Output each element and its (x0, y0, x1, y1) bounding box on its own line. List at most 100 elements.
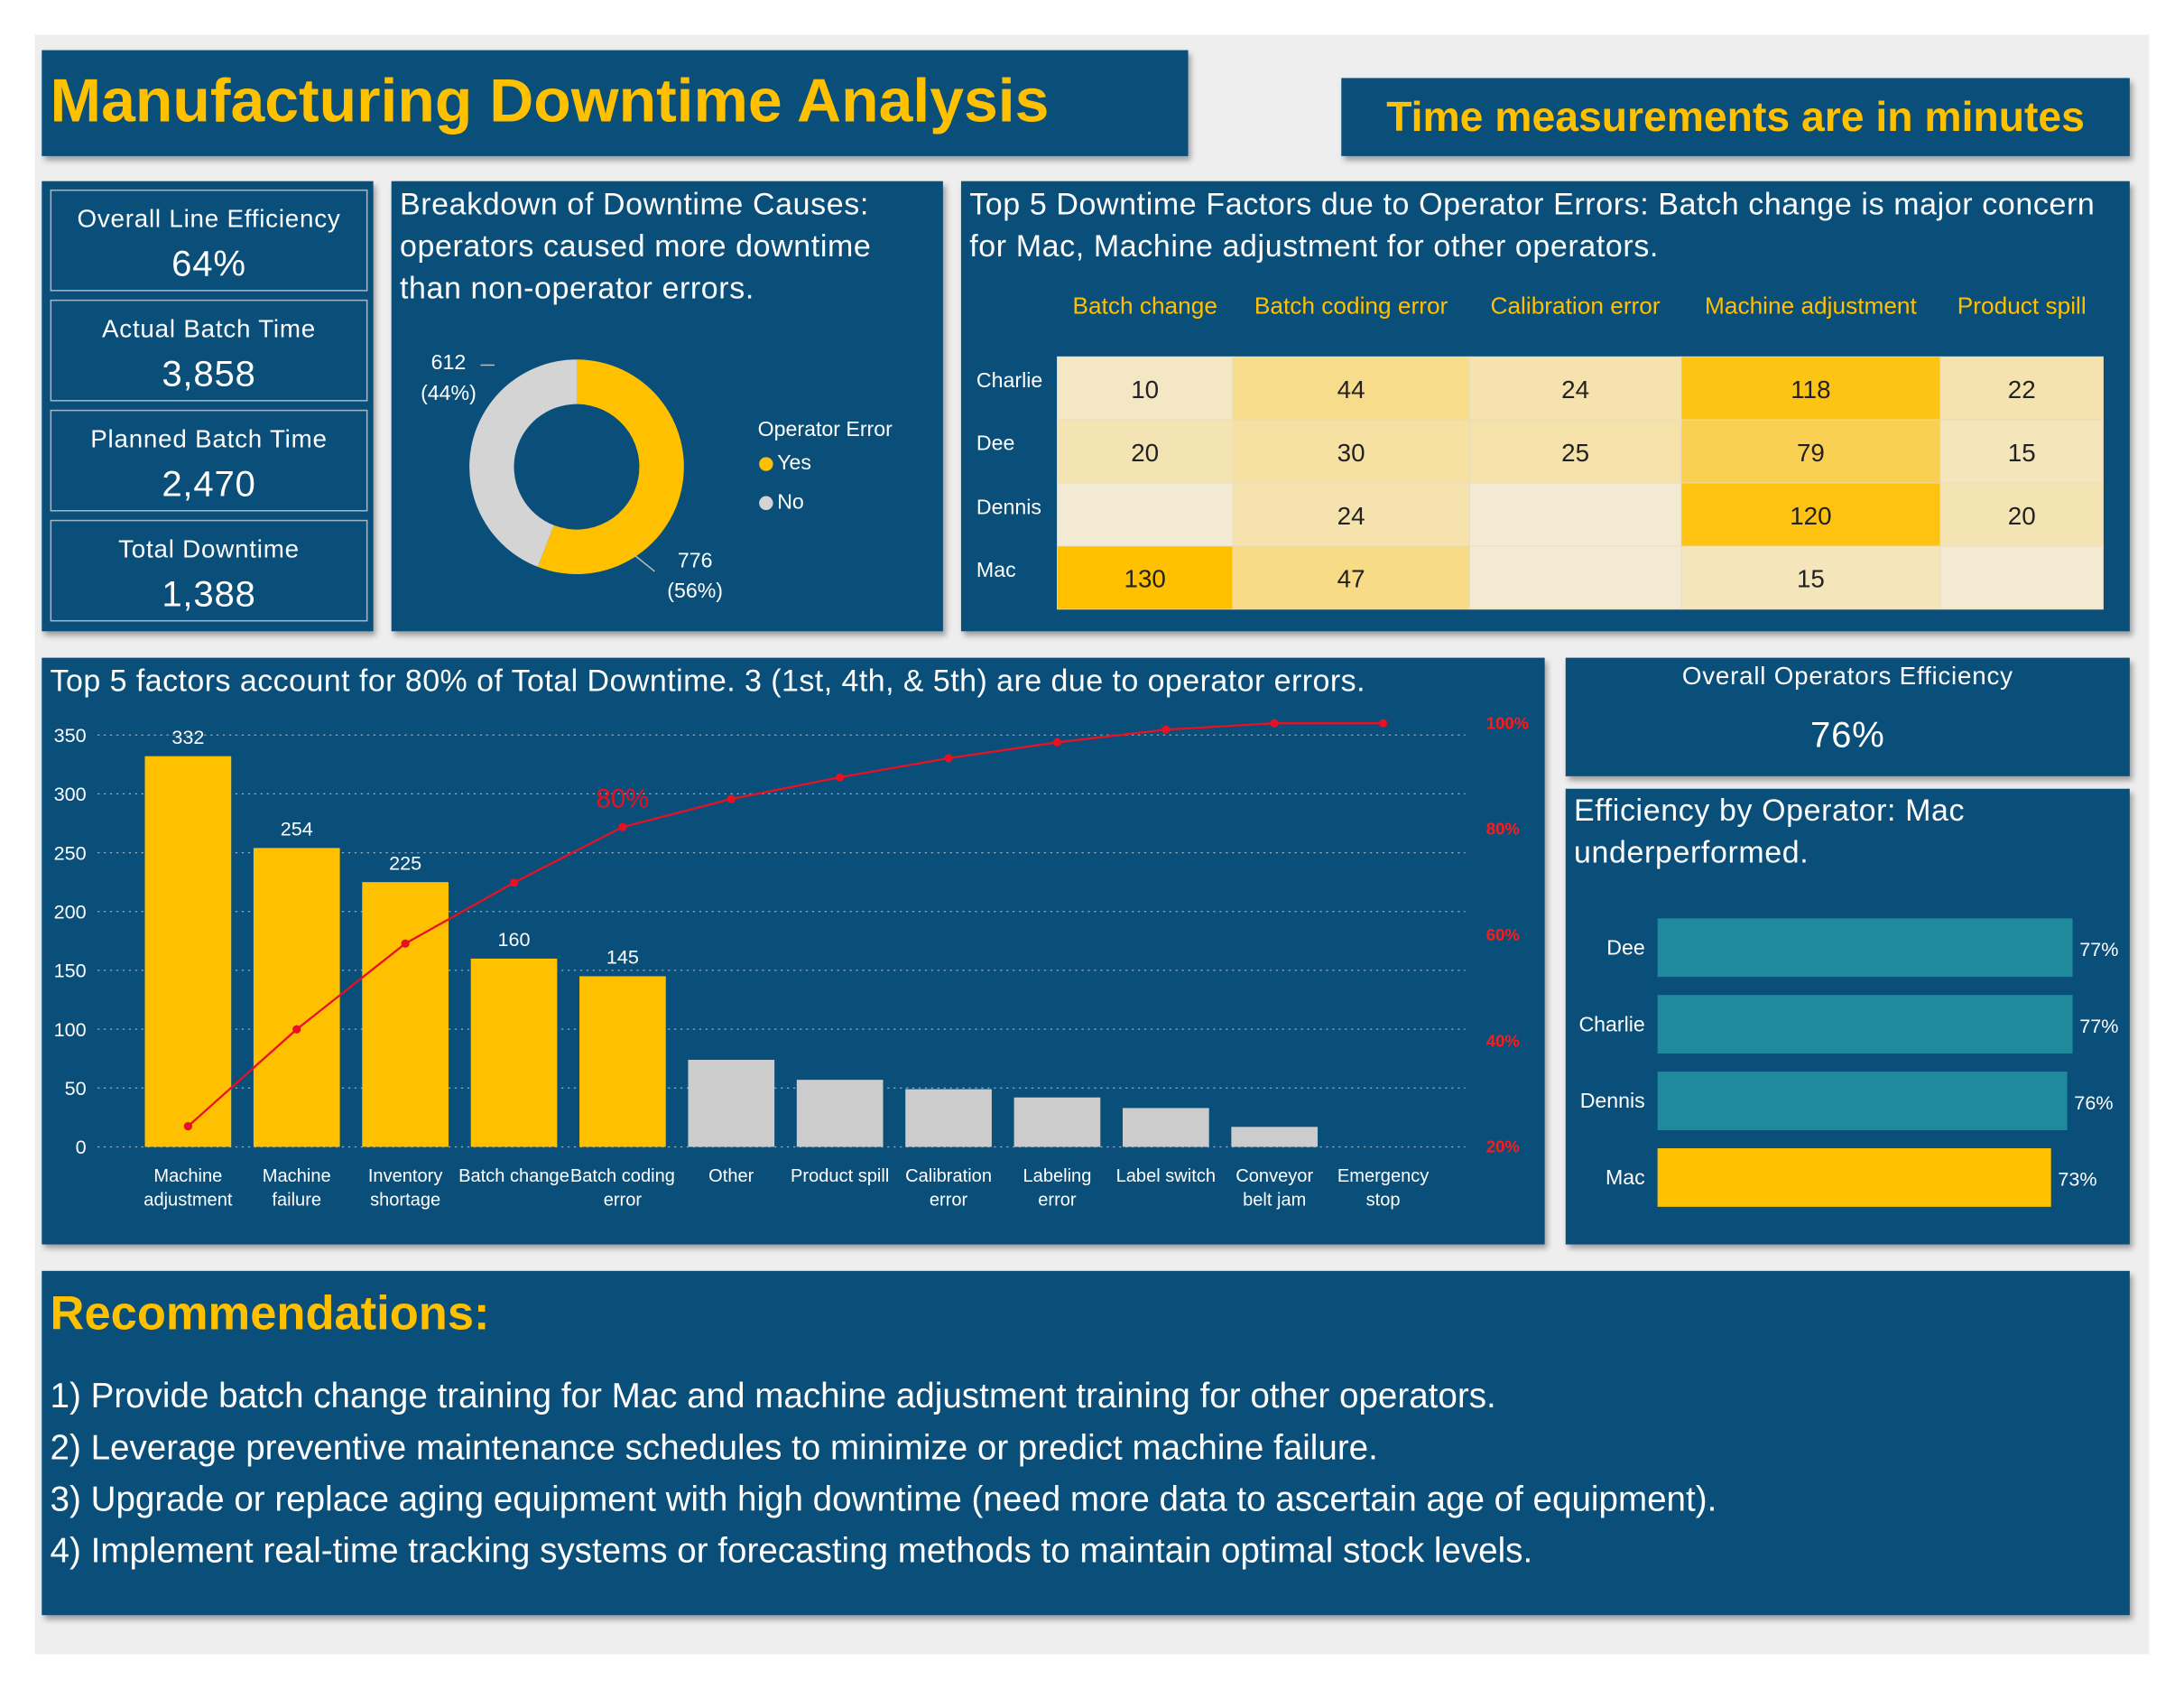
line-point (183, 1121, 192, 1131)
kpi-value: 64% (171, 242, 246, 284)
y-tick-label: 100 (54, 1018, 87, 1041)
kpi-label: Overall Line Efficiency (77, 204, 341, 233)
y-tick-label: Dee (1606, 935, 1644, 959)
note: Time measurements are in minutes (1386, 94, 2085, 141)
legend-label: No (777, 490, 804, 515)
leader-line (633, 553, 655, 572)
heat-cell (1939, 419, 2104, 484)
heat-cell (1680, 482, 1941, 547)
x-tick-label: Conveyor belt jam (1235, 1165, 1314, 1210)
x-tick-label: Product spill (791, 1165, 890, 1186)
heat-cell (1232, 356, 1470, 421)
bar (144, 756, 232, 1147)
heat-cell (1057, 545, 1234, 610)
heat-cell (1232, 482, 1470, 547)
y-tick-label: 350 (54, 724, 87, 747)
bar (579, 976, 666, 1147)
column-header: Machine adjustment (1705, 292, 1917, 320)
bar (1657, 918, 2073, 978)
cell-label: 79 (1797, 439, 1825, 467)
x-tick-label: Machine failure (262, 1165, 331, 1210)
empty-cell (1468, 482, 1682, 547)
bar (362, 882, 449, 1147)
heat-cell (1232, 545, 1470, 610)
bar (1657, 1148, 2051, 1207)
data-label: 145 (606, 946, 639, 969)
y-tick-label: 200 (54, 900, 87, 923)
kpi-label: Total Downtime (118, 534, 300, 563)
cell-label: 30 (1337, 439, 1365, 467)
kpi-card: Overall Line Efficiency 64% (50, 189, 368, 292)
x-tick-label: Batch change (458, 1165, 569, 1186)
data-label: 612 (44%) (421, 351, 477, 406)
x-tick-label: Other (708, 1165, 754, 1186)
heat-cell (1680, 545, 1941, 610)
cell-label: 20 (1131, 439, 1159, 467)
data-label: 332 (171, 726, 204, 748)
kpi-label: Overall Operators Efficiency (1681, 662, 2013, 691)
legend-marker (759, 496, 773, 510)
kpi-label: Actual Batch Time (101, 314, 317, 343)
heat-cell (1939, 356, 2104, 421)
chart-title: Breakdown of Downtime Causes: operators … (399, 186, 872, 306)
row-label: Mac (976, 558, 1016, 583)
bar (1657, 1072, 2068, 1130)
cell-label: 130 (1124, 565, 1166, 593)
line-point (726, 794, 736, 803)
cell-label: 24 (1337, 502, 1365, 530)
kpi-card: Total Downtime 1,388 (50, 519, 368, 622)
kpi-panel: Overall Line Efficiency 64% Actual Batch T… (42, 181, 374, 632)
recommendation: 1) Provide batch change training for Mac… (50, 1377, 1496, 1416)
y2-tick-label: 60% (1486, 925, 1520, 944)
pie-slice (469, 359, 577, 567)
y-tick-label: 250 (54, 841, 87, 864)
y-tick-label: Mac (1606, 1165, 1645, 1189)
bar (1657, 995, 2073, 1054)
cell-label: 47 (1337, 565, 1365, 593)
y-tick-label: 0 (76, 1136, 87, 1158)
legend-title: Operator Error (757, 418, 893, 442)
kpi-card: Planned Batch Time 2,470 (50, 409, 368, 512)
annotation: 80% (597, 784, 650, 814)
x-tick-label: Calibration error (905, 1165, 993, 1210)
heat-cell (1468, 419, 1682, 484)
column-header: Batch coding error (1254, 292, 1448, 320)
data-label: 160 (498, 928, 531, 951)
x-tick-label: Batch coding error (569, 1165, 675, 1210)
cell-label: 20 (2008, 502, 2036, 530)
empty-cell (1057, 482, 1234, 547)
row-label: Dee (976, 432, 1015, 457)
y-tick-label: Dennis (1580, 1089, 1645, 1112)
y-tick-label: 150 (54, 960, 87, 982)
x-tick-label: Emergency stop (1337, 1165, 1430, 1210)
kpi-value: 76% (1809, 713, 1885, 756)
x-tick-label: Label switch (1115, 1165, 1217, 1186)
bar (253, 848, 340, 1147)
operator-efficiency-panel: Overall Operators Efficiency 76% (1565, 657, 2130, 776)
title-box: Manufacturing Downtime Analysis (42, 50, 1189, 156)
line-point (509, 878, 519, 887)
recommendation: 4) Implement real-time tracking systems … (50, 1531, 1533, 1571)
column-header: Calibration error (1490, 292, 1661, 320)
y-tick-label: 300 (54, 783, 87, 805)
pie-panel: Breakdown of Downtime Causes: operators … (391, 181, 943, 632)
line-point (1161, 725, 1171, 734)
kpi-value: 2,470 (162, 462, 256, 505)
cell-label: 24 (1561, 376, 1589, 404)
x-tick-label: Inventory shortage (367, 1165, 443, 1210)
column-header: Batch change (1072, 292, 1217, 320)
recommendations-panel: Recommendations: 1) Provide batch change… (42, 1270, 2130, 1616)
bar (1231, 1127, 1319, 1147)
line-point (618, 822, 627, 831)
cell-label: 22 (2008, 376, 2036, 404)
line-point (1270, 719, 1279, 728)
note-box: Time measurements are in minutes (1341, 78, 2130, 156)
y2-tick-label: 100% (1486, 713, 1529, 732)
data-label: 77% (2079, 1015, 2118, 1037)
x-tick-label: Labeling error (1023, 1165, 1092, 1210)
kpi-value: 3,858 (162, 352, 256, 394)
bar (1013, 1097, 1101, 1147)
